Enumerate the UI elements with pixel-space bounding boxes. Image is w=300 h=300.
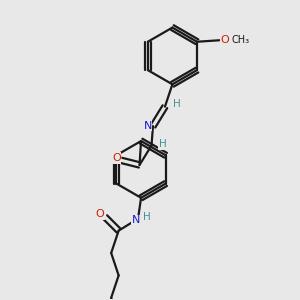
Text: O: O: [95, 209, 104, 219]
Text: CH₃: CH₃: [232, 35, 250, 45]
Text: H: H: [159, 139, 167, 149]
Text: H: H: [143, 212, 151, 222]
Text: O: O: [221, 35, 230, 45]
Text: N: N: [131, 215, 140, 225]
Text: N: N: [143, 121, 152, 130]
Text: O: O: [112, 153, 121, 163]
Text: H: H: [173, 99, 181, 109]
